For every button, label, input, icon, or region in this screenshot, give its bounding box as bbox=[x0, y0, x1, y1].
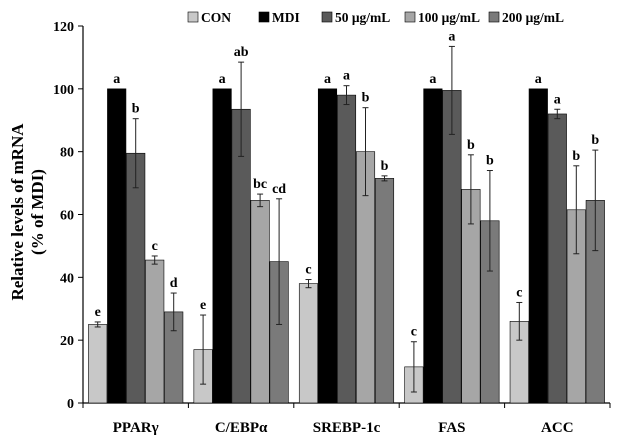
bar bbox=[547, 113, 567, 404]
legend-swatch bbox=[321, 11, 333, 23]
significance-letter: a bbox=[219, 72, 226, 87]
significance-letter: b bbox=[572, 149, 580, 164]
bar bbox=[336, 94, 357, 404]
legend-label: 50 μg/mL bbox=[335, 10, 390, 25]
significance-letter: cd bbox=[272, 182, 286, 197]
significance-letter: e bbox=[200, 298, 206, 313]
significance-letter: a bbox=[554, 92, 561, 107]
significance-letter: a bbox=[429, 72, 436, 87]
bar bbox=[126, 152, 146, 404]
legend-label: CON bbox=[201, 10, 231, 25]
bar bbox=[107, 88, 127, 404]
bar bbox=[442, 90, 462, 404]
bar bbox=[423, 88, 443, 404]
y-tick-label: 80 bbox=[60, 146, 74, 161]
bar bbox=[250, 200, 270, 404]
significance-letter: a bbox=[324, 72, 331, 87]
legend-swatch bbox=[404, 11, 416, 23]
x-category-label: C/EBPα bbox=[215, 420, 268, 436]
legend-swatch bbox=[488, 11, 500, 23]
significance-letter: b bbox=[381, 159, 389, 174]
y-tick-label: 40 bbox=[60, 271, 74, 286]
legend-swatch bbox=[187, 11, 199, 23]
x-category-label: PPARγ bbox=[113, 420, 159, 436]
significance-letter: c bbox=[516, 285, 522, 300]
y-tick-label: 60 bbox=[60, 209, 74, 224]
significance-letter: c bbox=[152, 239, 158, 254]
y-axis-label-line1: Relative levels of mRNA bbox=[8, 123, 27, 301]
y-tick-label: 20 bbox=[60, 334, 74, 349]
x-category-label: FAS bbox=[438, 420, 465, 436]
significance-letter: d bbox=[170, 276, 178, 291]
significance-letter: b bbox=[132, 102, 140, 117]
bar bbox=[528, 88, 548, 404]
legend-swatch bbox=[258, 11, 270, 23]
legend: CON MDI 50 μg/mL 100 μg/mL 200 μg/mL bbox=[187, 10, 564, 25]
y-axis-label: Relative levels of mRNA (% of MDI) bbox=[8, 123, 47, 301]
bar bbox=[317, 88, 338, 404]
y-axis-ticks: 0 20 40 60 80 100 120 bbox=[53, 20, 83, 412]
x-category-label: SREBP-1c bbox=[313, 420, 381, 436]
bar bbox=[145, 259, 165, 404]
y-axis-label-line2: (% of MDI) bbox=[28, 169, 47, 255]
significance-letter: b bbox=[362, 91, 370, 106]
x-axis-categories: PPARγ C/EBPα SREBP-1c FAS ACC bbox=[82, 403, 611, 436]
bar bbox=[212, 88, 232, 404]
y-tick-label: 120 bbox=[53, 20, 74, 35]
bar bbox=[88, 324, 108, 404]
significance-letter: b bbox=[591, 133, 599, 148]
legend-label: 100 μg/mL bbox=[418, 10, 480, 25]
significance-letter: a bbox=[535, 72, 542, 87]
significance-letter: b bbox=[486, 154, 494, 169]
significance-letter: ab bbox=[234, 45, 249, 60]
y-tick-label: 100 bbox=[53, 83, 74, 98]
significance-letter: c bbox=[411, 325, 417, 340]
significance-letter: a bbox=[448, 29, 455, 44]
y-tick-label: 0 bbox=[67, 397, 74, 412]
significance-letter: a bbox=[113, 72, 120, 87]
x-category-label: ACC bbox=[541, 420, 574, 436]
bar bbox=[374, 178, 395, 404]
significance-letter: bc bbox=[253, 177, 267, 192]
bar bbox=[298, 283, 319, 404]
significance-letter: e bbox=[95, 305, 101, 320]
legend-label: MDI bbox=[272, 10, 300, 25]
legend-label: 200 μg/mL bbox=[502, 10, 564, 25]
significance-letter: a bbox=[343, 69, 350, 84]
significance-letter: b bbox=[467, 138, 475, 153]
significance-letter: c bbox=[305, 263, 311, 278]
